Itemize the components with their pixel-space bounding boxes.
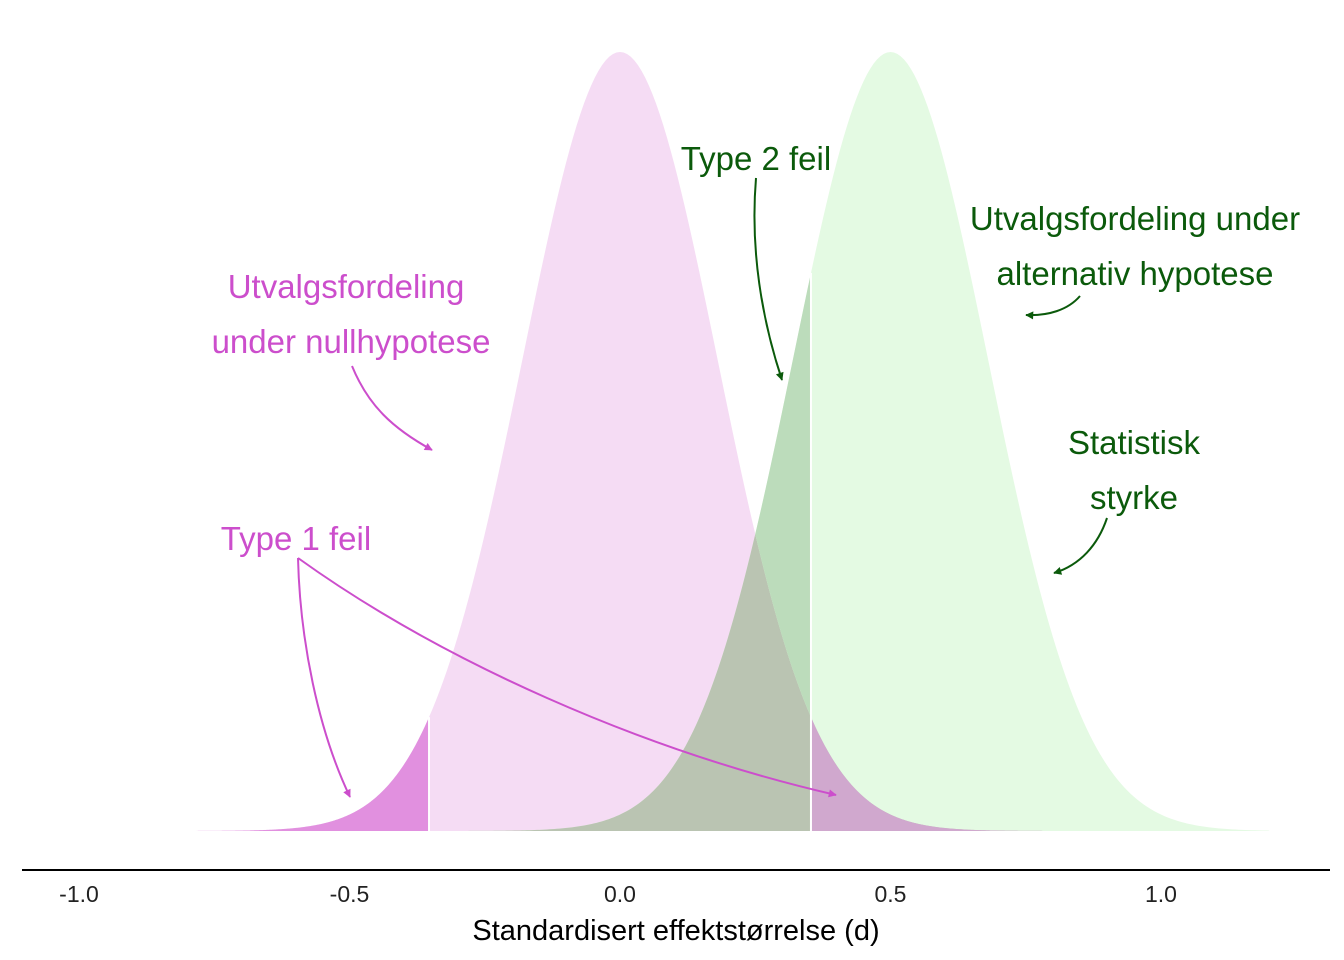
critical-value-lines — [428, 272, 812, 831]
distribution-areas — [187, 52, 1270, 831]
arrow-type2 — [753, 177, 784, 381]
x-tick-label: 0.5 — [875, 881, 907, 907]
type1-right-tail — [810, 717, 1053, 831]
x-axis-title: Standardisert effektstørrelse (d) — [472, 915, 879, 947]
null-distribution-area — [187, 52, 1053, 831]
type2-region — [755, 272, 811, 718]
label-type2: Type 2 feil — [681, 140, 831, 177]
label-type1: Type 1 feil — [221, 520, 371, 557]
x-tick-label: 0.0 — [604, 881, 636, 907]
x-tick-label: 1.0 — [1145, 881, 1177, 907]
arrow-power — [1053, 517, 1108, 575]
x-tick-label: -0.5 — [330, 881, 370, 907]
arrow-type1-left — [297, 557, 351, 798]
arrow-alt-dist — [1025, 295, 1081, 320]
label-alt-dist-line2: alternativ hypotese — [996, 255, 1273, 292]
x-tick-label: -1.0 — [59, 881, 99, 907]
arrow-null-dist — [351, 365, 433, 451]
label-alt-dist-line1: Utvalgsfordeling under — [970, 200, 1300, 237]
label-null-dist-line1: Utvalgsfordeling — [228, 268, 465, 305]
type1-left-tail — [187, 717, 430, 831]
label-power-line1: Statistisk — [1068, 424, 1201, 461]
label-power-line2: styrke — [1090, 479, 1178, 516]
alt-distribution-area — [457, 52, 1270, 831]
overlap-area — [457, 534, 1053, 831]
x-axis-ticks: -1.0 -0.5 0.0 0.5 1.0 — [59, 881, 1177, 907]
label-null-dist-line2: under nullhypotese — [212, 323, 491, 360]
arrow-type1-right — [297, 557, 837, 798]
